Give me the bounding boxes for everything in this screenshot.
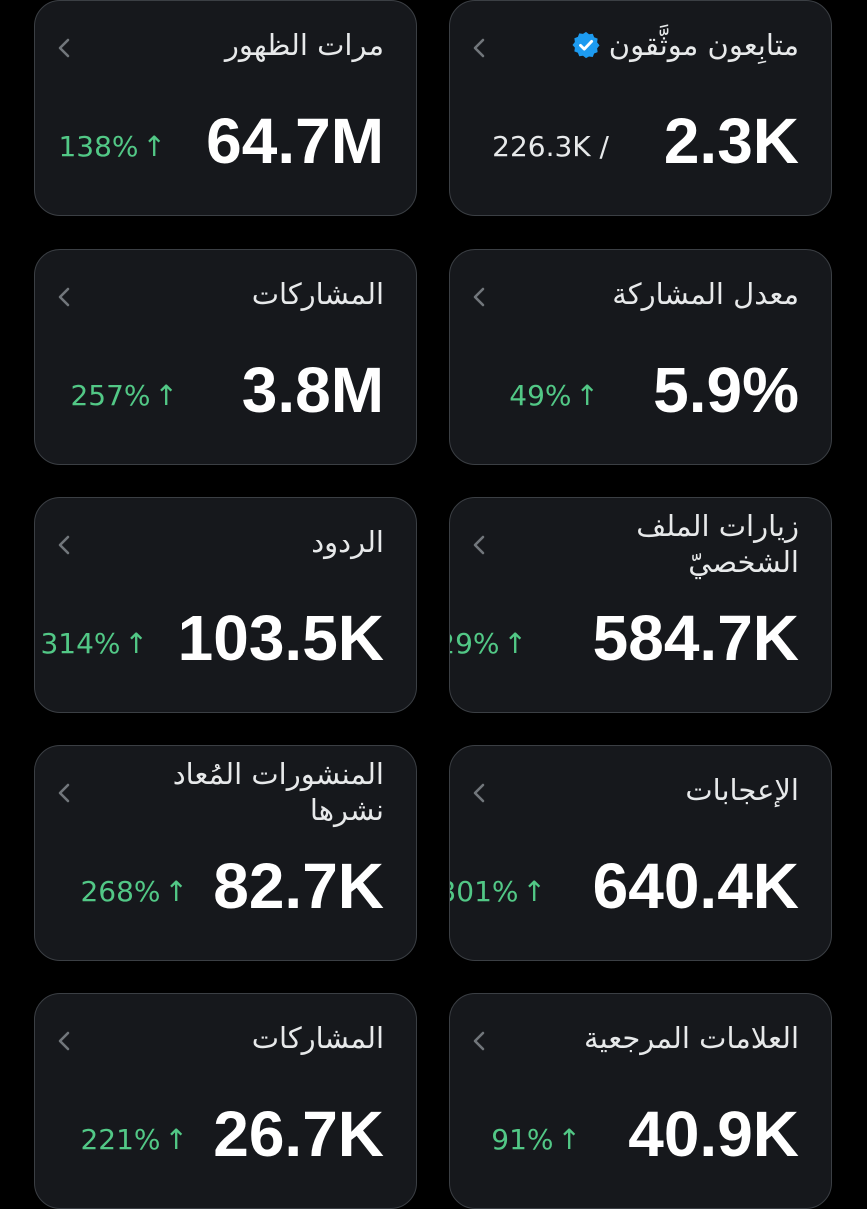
- stat-title-text: العلامات المرجعية: [584, 1021, 799, 1055]
- stat-title-text: زيارات الملف الشخصيّ: [636, 509, 799, 579]
- stat-title: الردود: [114, 524, 384, 560]
- arrow-up-icon: ↑: [142, 130, 166, 163]
- change-percent-value: 49%: [509, 379, 572, 412]
- arrow-up-icon: ↑: [503, 627, 527, 660]
- stat-title-text: الردود: [311, 525, 384, 559]
- stat-title-text: معدل المشاركة: [612, 277, 799, 311]
- stat-value: 5.9%: [653, 354, 799, 426]
- stat-value: 2.3K: [663, 105, 799, 177]
- stat-value: 584.7K: [592, 602, 799, 674]
- arrow-up-icon: ↑: [522, 875, 546, 908]
- change-percent-value: 301%: [450, 875, 519, 908]
- arrow-up-icon: ↑: [575, 379, 599, 412]
- stat-card[interactable]: معدل المشاركة 5.9% 49% ↑: [449, 249, 832, 465]
- stat-card[interactable]: المشاركات 26.7K 221% ↑: [34, 993, 417, 1209]
- change-percent-value: 268%: [80, 875, 161, 908]
- stat-value: 82.7K: [213, 850, 384, 922]
- stat-card[interactable]: العلامات المرجعية 40.9K 91% ↑: [449, 993, 832, 1209]
- stat-title: مرات الظهور: [114, 27, 384, 63]
- chevron-left-icon[interactable]: [51, 35, 77, 61]
- stat-title: الإعجابات: [529, 772, 799, 808]
- stat-value: 64.7M: [206, 105, 384, 177]
- change-percent: 91% ↑: [491, 1118, 581, 1162]
- change-percent: 301%↑: [450, 870, 546, 914]
- arrow-up-icon: ↑: [164, 875, 188, 908]
- stat-card[interactable]: المنشورات المُعاد نشرها 82.7K 268% ↑: [34, 745, 417, 961]
- change-percent: 314% ↑: [40, 622, 148, 666]
- chevron-left-icon[interactable]: [466, 284, 492, 310]
- stat-title-text: المشاركات: [251, 1021, 384, 1055]
- chevron-left-icon[interactable]: [51, 1028, 77, 1054]
- stat-value: 26.7K: [213, 1098, 384, 1170]
- stat-card[interactable]: المشاركات 3.8M 257% ↑: [34, 249, 417, 465]
- stat-value: 40.9K: [628, 1098, 799, 1170]
- stat-card[interactable]: الردود 103.5K 314% ↑: [34, 497, 417, 713]
- chevron-left-icon[interactable]: [466, 780, 492, 806]
- change-percent: 221% ↑: [80, 1118, 188, 1162]
- chevron-left-icon[interactable]: [51, 532, 77, 558]
- arrow-up-icon: ↑: [154, 379, 178, 412]
- change-percent-value: 314%: [40, 627, 121, 660]
- stat-title-text: المنشورات المُعاد نشرها: [172, 757, 384, 827]
- stat-title: المنشورات المُعاد نشرها: [114, 756, 384, 828]
- chevron-left-icon[interactable]: [466, 35, 492, 61]
- stat-card[interactable]: متابِعون موثَّقون 2.3K 226.3K /: [449, 0, 832, 216]
- change-percent-value: 138%: [58, 130, 139, 163]
- stat-value: 103.5K: [177, 602, 384, 674]
- stat-title-text: الإعجابات: [685, 773, 799, 807]
- change-percent: 229%↑: [450, 622, 527, 666]
- chevron-left-icon[interactable]: [466, 1028, 492, 1054]
- arrow-up-icon: ↑: [124, 627, 148, 660]
- change-percent-value: 91%: [491, 1123, 554, 1156]
- stat-value: 640.4K: [592, 850, 799, 922]
- change-percent: 257% ↑: [70, 374, 178, 418]
- arrow-up-icon: ↑: [164, 1123, 188, 1156]
- stat-title-text: متابِعون موثَّقون: [608, 28, 799, 62]
- stat-title: المشاركات: [114, 276, 384, 312]
- stat-value: 3.8M: [241, 354, 384, 426]
- chevron-left-icon[interactable]: [51, 780, 77, 806]
- stat-title: العلامات المرجعية: [529, 1020, 799, 1056]
- stat-title: المشاركات: [114, 1020, 384, 1056]
- verified-badge-icon: [571, 30, 601, 60]
- stat-title: متابِعون موثَّقون: [529, 27, 799, 63]
- change-percent: 49% ↑: [509, 374, 599, 418]
- change-percent: 268% ↑: [80, 870, 188, 914]
- chevron-left-icon[interactable]: [466, 532, 492, 558]
- followers-total: 226.3K /: [492, 130, 609, 163]
- chevron-left-icon[interactable]: [51, 284, 77, 310]
- change-percent: 138% ↑: [58, 125, 166, 169]
- stat-title-text: المشاركات: [251, 277, 384, 311]
- stat-card[interactable]: زيارات الملف الشخصيّ 584.7K 229%↑: [449, 497, 832, 713]
- change-percent-value: 229%: [450, 627, 500, 660]
- stat-title-text: مرات الظهور: [224, 28, 384, 62]
- stat-title: معدل المشاركة: [529, 276, 799, 312]
- stat-card[interactable]: مرات الظهور 64.7M 138% ↑: [34, 0, 417, 216]
- stat-card[interactable]: الإعجابات 640.4K 301%↑: [449, 745, 832, 961]
- stat-title: زيارات الملف الشخصيّ: [529, 508, 799, 580]
- arrow-up-icon: ↑: [557, 1123, 581, 1156]
- change-percent-value: 221%: [80, 1123, 161, 1156]
- change-percent-value: 257%: [70, 379, 151, 412]
